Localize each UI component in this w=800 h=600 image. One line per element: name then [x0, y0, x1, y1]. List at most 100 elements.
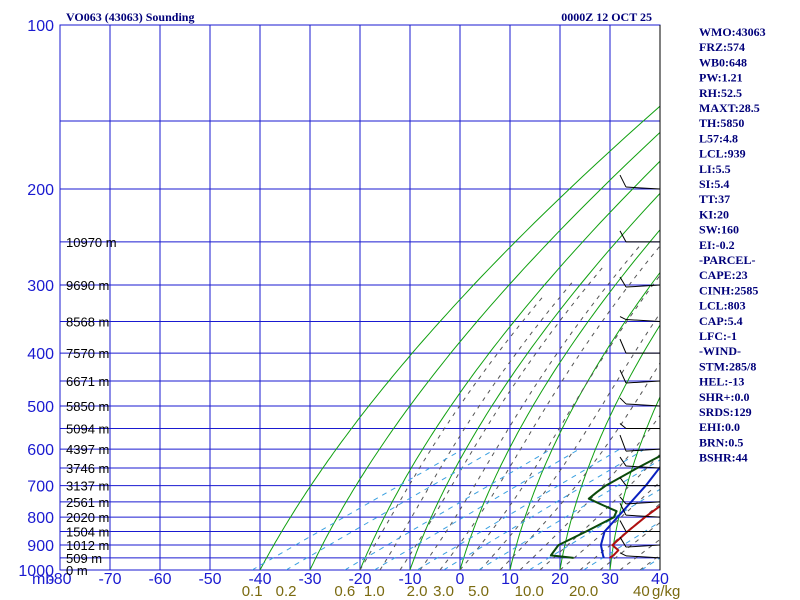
height-label: 10970 m — [66, 235, 117, 250]
sounding-index-entry: -PARCEL- — [699, 253, 755, 267]
sounding-traces — [549, 455, 660, 559]
temperature-trace — [609, 504, 660, 559]
temperature-tick-label: -60 — [148, 571, 171, 588]
sounding-index-entry: -WIND- — [699, 344, 741, 358]
pressure-tick-label: 900 — [27, 538, 54, 555]
wind-barb — [625, 465, 661, 469]
mixing-ratio-label: 0.2 — [276, 583, 297, 600]
temperature-tick-label: 20 — [551, 571, 569, 588]
height-label: 9690 m — [66, 278, 109, 293]
height-label: 0 m — [66, 563, 88, 578]
height-label: 6671 m — [66, 374, 109, 389]
wind-barb-flag — [619, 338, 627, 354]
temperature-tick-label: 40 — [651, 571, 669, 588]
wind-barb-flag — [619, 520, 627, 532]
wind-barb-flag — [619, 230, 627, 243]
mixing-ratio-label: 2.0 — [407, 583, 428, 600]
wind-barb — [625, 555, 661, 559]
sounding-index-entry: L57:4.8 — [699, 131, 738, 145]
mixing-ratio-label: 0.6 — [334, 583, 355, 600]
sounding-index-entry: SW:160 — [699, 223, 739, 237]
temperature-tick-label: 10 — [501, 571, 519, 588]
height-label: 5094 m — [66, 421, 109, 436]
sounding-index-entry: CINH:2585 — [699, 283, 758, 297]
sounding-index-entry: CAPE:23 — [699, 268, 748, 282]
mixing-ratio-lines — [251, 448, 660, 570]
wind-barb-flag — [619, 174, 627, 188]
sounding-index-entry: TH:5850 — [699, 116, 744, 130]
sounding-index-entry: STM:285/8 — [699, 359, 756, 373]
wind-barb — [625, 284, 661, 288]
axis-labels: -80 -70 -60 -50 -40 -30 -20 -10 0 10 20 30 40 100 200 3… — [18, 18, 669, 600]
height-label: 5850 m — [66, 399, 109, 414]
temperature-tick-label: -70 — [98, 571, 121, 588]
moist-adiabat — [599, 521, 660, 570]
wind-barb-flag — [619, 423, 627, 429]
temperature-tick-label: -50 — [198, 571, 221, 588]
height-label: 1012 m — [66, 538, 109, 553]
sounding-index-entry: LCL:803 — [699, 299, 746, 313]
mixing-ratio-line — [285, 448, 496, 570]
wind-barb-flag — [619, 316, 627, 320]
mixing-ratio-line — [529, 488, 660, 570]
temperature-tick-label: -30 — [298, 571, 321, 588]
sounding-index-entry: EHI:0.0 — [699, 420, 740, 434]
dry-adiabat — [359, 160, 660, 570]
moist-adiabat — [359, 296, 544, 570]
sounding-index-entry: PW:1.21 — [699, 71, 743, 85]
wind-barb-flag — [619, 552, 627, 557]
temperature-tick-label: -20 — [348, 571, 371, 588]
mixing-ratio-label: 10.0 — [515, 583, 544, 600]
wind-barb-flag — [619, 434, 627, 452]
mixing-ratio-label: 20.0 — [569, 583, 598, 600]
mixing-ratio-label: 3.0 — [433, 583, 454, 600]
sounding-index-entry: WB0:648 — [699, 55, 747, 69]
wind-barb — [625, 380, 661, 384]
wind-barb — [625, 186, 661, 190]
dry-adiabat — [259, 105, 660, 570]
valid-time: 0000Z 12 OCT 25 — [561, 10, 652, 24]
sounding-index-entry: SI:5.4 — [699, 177, 729, 191]
height-label: 4397 m — [66, 442, 109, 457]
mixing-ratio-line — [443, 448, 646, 570]
moist-adiabat — [459, 274, 660, 570]
sounding-index-entry: SRDS:129 — [699, 405, 752, 419]
mixing-ratio-line — [478, 459, 660, 570]
sounding-index-entry: KI:20 — [699, 207, 729, 221]
mixing-ratio-line — [251, 448, 464, 570]
parcel-trace — [599, 465, 660, 559]
temperature-tick-label: -40 — [248, 571, 271, 588]
moist-adiabat — [439, 245, 660, 570]
pressure-tick-label: 800 — [27, 510, 54, 527]
mixing-ratio-label: 0.1 — [242, 583, 263, 600]
sounding-index-entry: BSHR:44 — [699, 451, 748, 465]
moist-adiabat — [399, 264, 606, 570]
sounding-index-entry: EI:-0.2 — [699, 238, 735, 252]
moist-adiabat — [519, 414, 660, 570]
station-title: VO063 (43063) Sounding — [66, 10, 194, 24]
pressure-tick-label: 500 — [27, 399, 54, 416]
pressure-tick-label: 700 — [27, 479, 54, 496]
dry-adiabat — [309, 131, 660, 570]
sounding-index-entry: MAXT:28.5 — [699, 101, 760, 115]
temperature-tick-label: 0 — [456, 571, 465, 588]
wind-barb-flag — [619, 397, 627, 405]
mixing-ratio-line — [583, 521, 660, 570]
dry-adiabat — [509, 271, 660, 570]
sounding-index-entry: RH:52.5 — [699, 86, 742, 100]
moist-adiabat — [499, 362, 660, 570]
sounding-index-entry: WMO:43063 — [699, 25, 766, 39]
mixing-ratio-label: 5.0 — [468, 583, 489, 600]
wind-barb-flag — [619, 477, 627, 486]
wind-barb — [625, 403, 661, 407]
height-label: 8568 m — [66, 315, 109, 330]
sounding-index-entry: BRN:0.5 — [699, 435, 743, 449]
sounding-index-entry: LI:5.5 — [699, 162, 731, 176]
pressure-tick-label: 200 — [27, 182, 54, 199]
wind-barb-flag — [619, 369, 627, 384]
gkg-axis-label: g/kg — [652, 583, 680, 600]
dewpoint-trace — [549, 455, 660, 559]
wind-barbs — [619, 25, 661, 570]
temperature-tick-label: -80 — [48, 571, 71, 588]
wind-barb-flag — [619, 536, 627, 548]
